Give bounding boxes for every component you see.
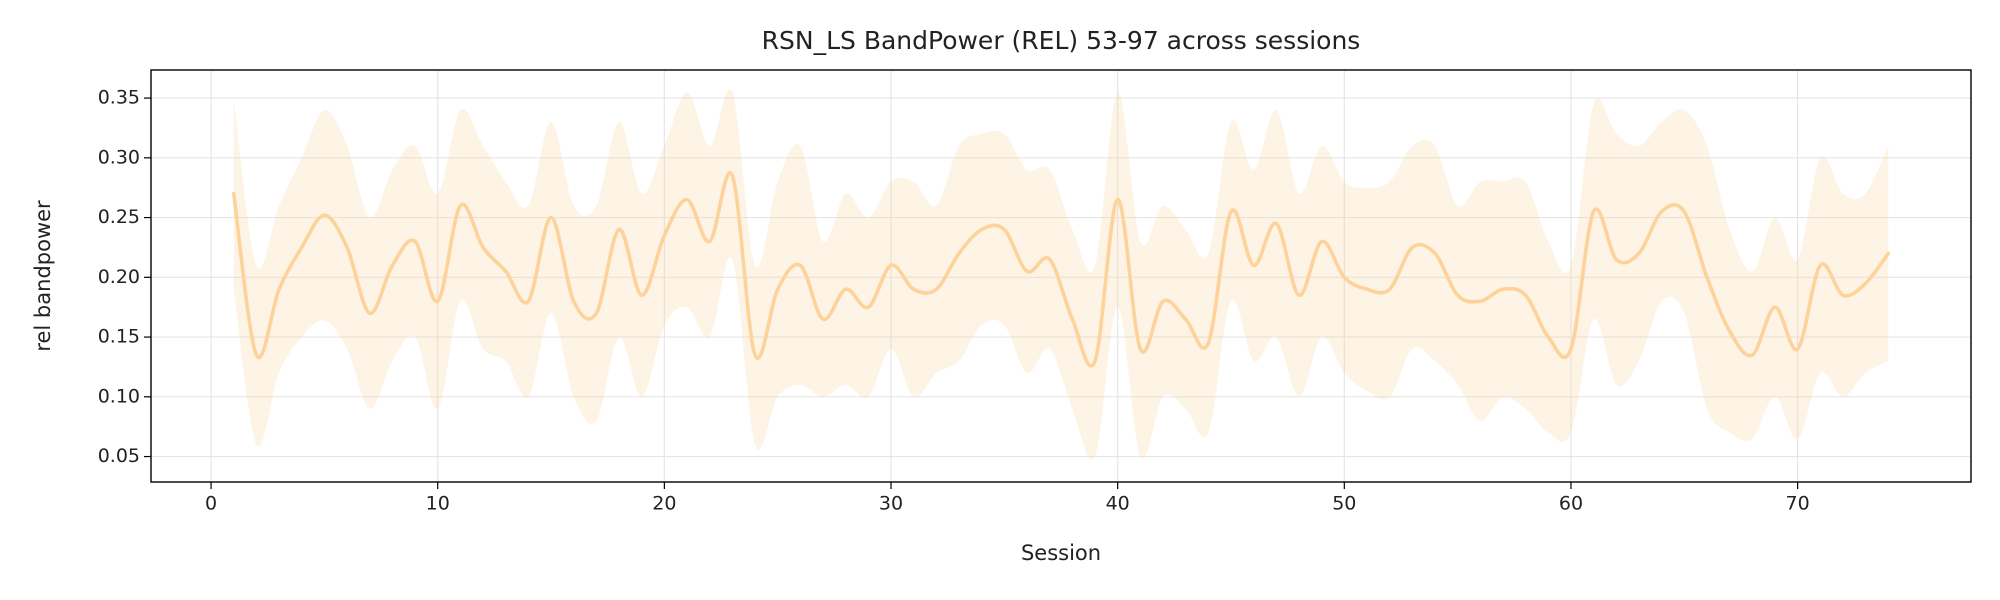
- x-tick-label: 20: [652, 493, 676, 515]
- y-tick-label: 0.35: [98, 87, 140, 109]
- line: [231, 171, 1891, 368]
- plot-frame: [150, 69, 1972, 483]
- x-tick-label: 0: [205, 493, 217, 515]
- x-tick-label: 60: [1559, 493, 1583, 515]
- x-tick-label: 40: [1106, 493, 1130, 515]
- y-tick-label: 0.30: [98, 146, 140, 168]
- x-tick-label: 30: [879, 493, 903, 515]
- y-tick-label: 0.05: [98, 445, 140, 467]
- y-tick-label: 0.25: [98, 206, 140, 228]
- y-axis-label: rel bandpower: [31, 200, 55, 352]
- x-tick-label: 50: [1332, 493, 1356, 515]
- y-tick-label: 0.20: [98, 266, 140, 288]
- x-tick-label: 70: [1786, 493, 1810, 515]
- y-tick-label: 0.15: [98, 326, 140, 348]
- chart-title: RSN_LS BandPower (REL) 53-97 across sess…: [762, 26, 1361, 55]
- x-axis-label: Session: [1021, 541, 1101, 565]
- x-tick-label: 10: [426, 493, 450, 515]
- y-tick-label: 0.10: [98, 385, 140, 407]
- band-area: [233, 88, 1889, 461]
